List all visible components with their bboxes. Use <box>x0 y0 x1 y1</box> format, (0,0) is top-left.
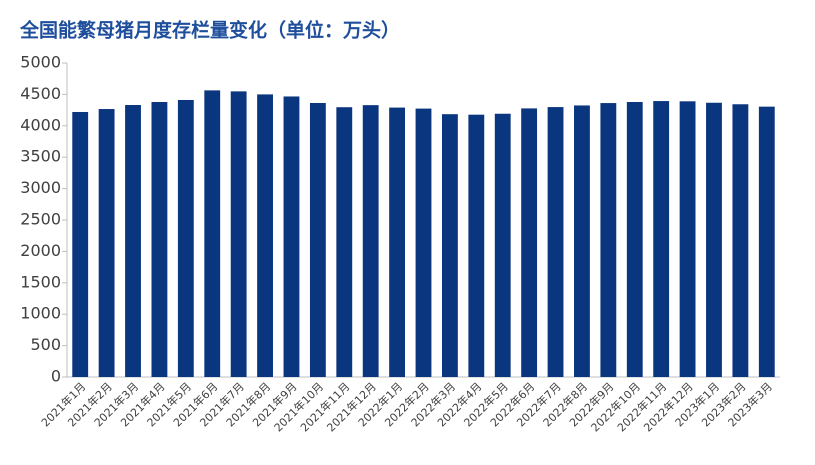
y-tick-label: 0 <box>51 367 61 386</box>
y-tick-label: 4500 <box>20 84 61 103</box>
bar <box>309 103 326 377</box>
bar <box>679 101 696 378</box>
y-tick-label: 5000 <box>20 53 61 72</box>
bar <box>125 105 141 378</box>
bar <box>204 90 221 377</box>
bar <box>257 94 273 378</box>
bar <box>758 106 775 378</box>
bar <box>574 105 590 378</box>
bar <box>600 103 617 377</box>
y-tick-label: 2000 <box>20 241 61 260</box>
bar <box>336 107 353 378</box>
y-tick-label: 4000 <box>20 115 61 134</box>
bar <box>653 101 670 378</box>
bar <box>283 96 300 377</box>
bar <box>706 102 722 377</box>
bar <box>415 108 432 377</box>
bar <box>230 91 247 378</box>
bar <box>389 107 406 377</box>
bar <box>441 114 458 377</box>
y-tick-label: 3500 <box>20 147 61 166</box>
bar <box>177 99 194 377</box>
chart-title: 全国能繁母猪月度存栏量变化（单位：万头） <box>19 19 400 42</box>
y-tick-label: 1000 <box>20 304 61 323</box>
y-tick-label: 1500 <box>20 272 61 291</box>
bar <box>732 104 749 378</box>
bar <box>362 105 379 378</box>
bar <box>468 114 485 378</box>
y-tick-label: 2500 <box>20 210 61 229</box>
bar <box>98 109 115 377</box>
y-tick-label: 3000 <box>20 178 61 197</box>
bar <box>547 107 564 377</box>
bar <box>151 101 168 377</box>
y-tick-label: 500 <box>30 335 61 354</box>
bar <box>72 111 89 377</box>
bar <box>626 101 643 377</box>
bar <box>494 113 511 377</box>
bar <box>521 108 538 377</box>
